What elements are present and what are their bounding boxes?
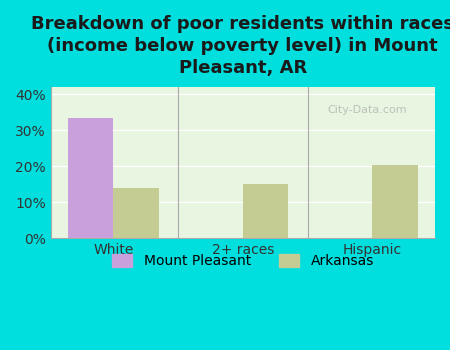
Bar	[113, 188, 159, 238]
Legend: Mount Pleasant, Arkansas: Mount Pleasant, Arkansas	[106, 249, 379, 274]
Bar	[243, 184, 288, 238]
Text: City-Data.com: City-Data.com	[327, 105, 407, 116]
Bar	[372, 166, 418, 238]
Bar	[68, 118, 113, 238]
Title: Breakdown of poor residents within races
(income below poverty level) in Mount
P: Breakdown of poor residents within races…	[32, 15, 450, 77]
